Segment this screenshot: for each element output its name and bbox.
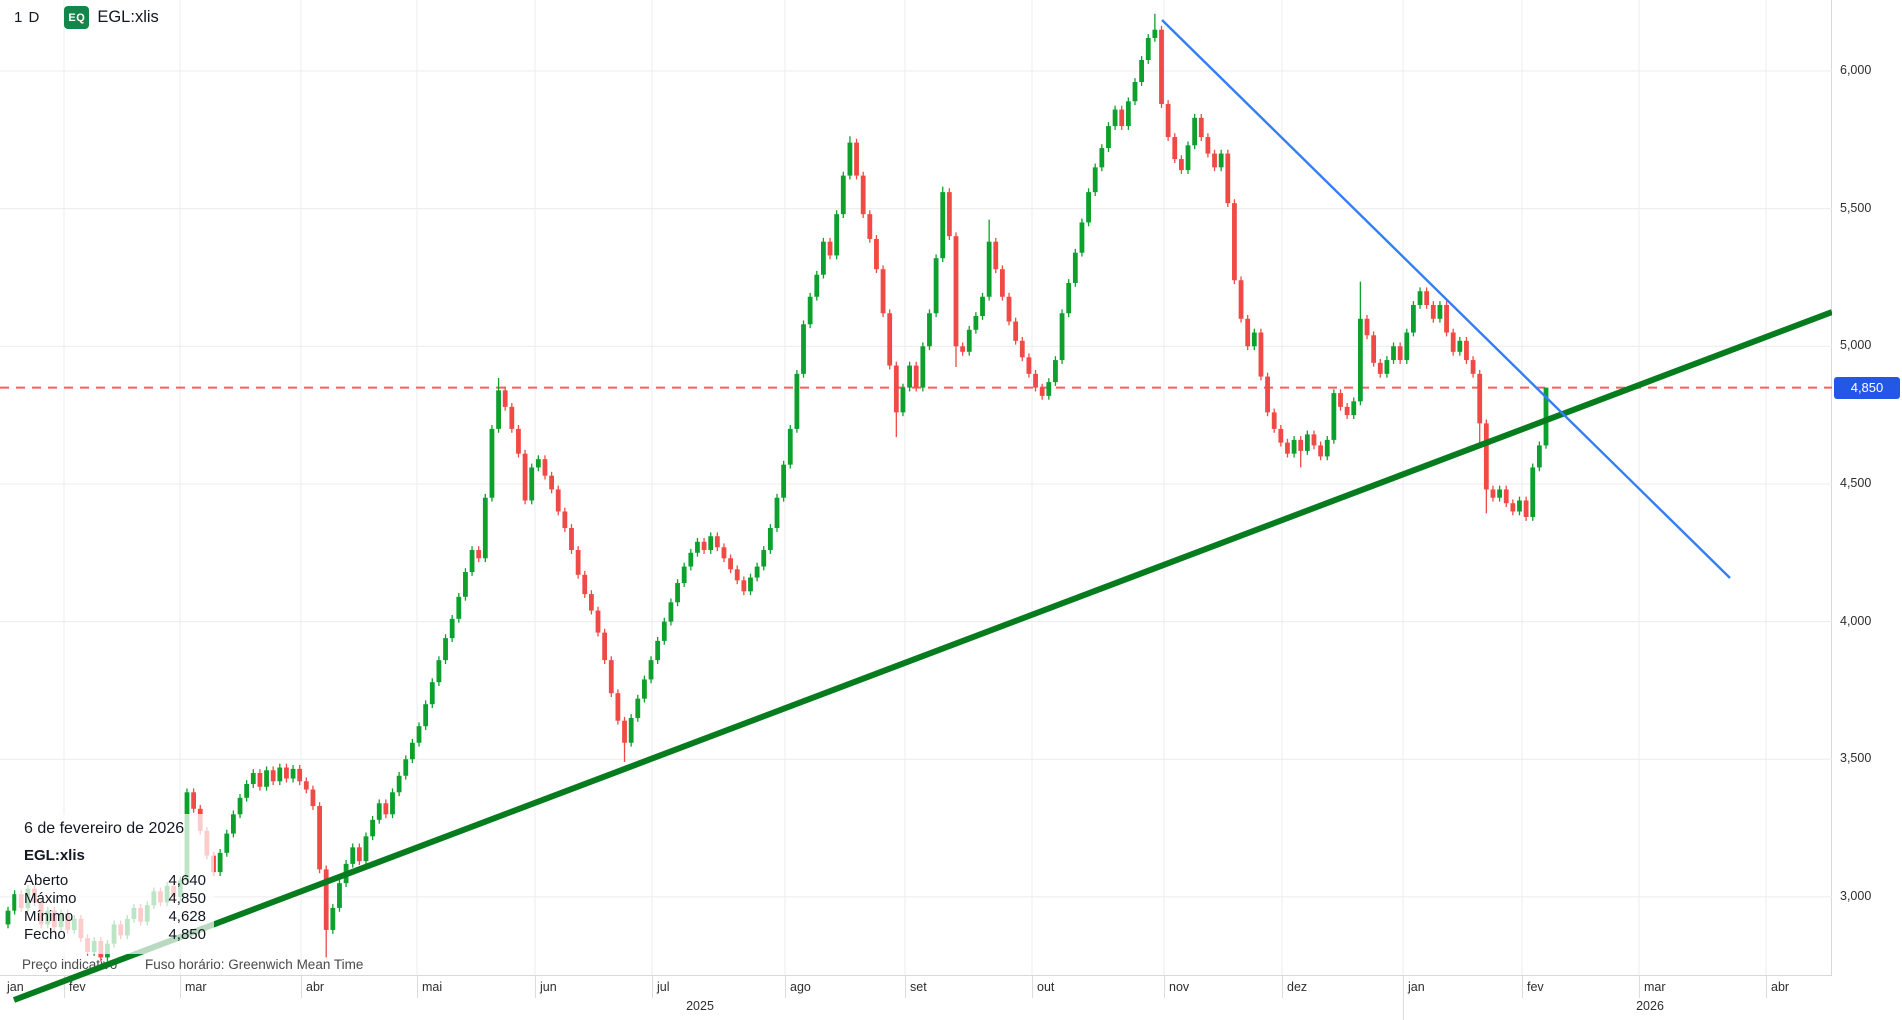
- price-axis[interactable]: 6,000 5,500 5,000 4,500 4,000 3,500 3,000: [1831, 0, 1902, 975]
- month-tick: [1522, 976, 1523, 998]
- month-tick: [785, 976, 786, 998]
- time-axis[interactable]: jan fev mar abr mai jun jul ago set out nov dez jan f…: [0, 975, 1832, 1020]
- gridlines: [0, 0, 1832, 975]
- month-tick: [1639, 976, 1640, 998]
- resistance-trendline[interactable]: [1161, 19, 1731, 579]
- high-label: Máximo: [24, 890, 77, 907]
- equity-type-badge: EQ: [64, 6, 90, 29]
- close-label: Fecho: [24, 926, 66, 943]
- price-tick-label: 6,000: [1840, 63, 1872, 77]
- panel-symbol: EGL:xlis: [24, 847, 85, 864]
- price-tick-label: 3,500: [1840, 751, 1872, 766]
- month-label: mai: [422, 980, 443, 994]
- crosshair-date: 6 de fevereiro de 2026: [24, 820, 185, 837]
- symbol-button[interactable]: EGL:xlis: [97, 8, 159, 26]
- price-tick-label: 4,000: [1840, 613, 1872, 628]
- month-label: fev: [69, 980, 86, 994]
- price-chart[interactable]: Preço indicativo Fuso horário: Greenwich …: [0, 0, 1832, 1020]
- price-tick-label: 4,500: [1840, 475, 1872, 490]
- year-tick: [1403, 998, 1404, 1020]
- month-tick: [301, 976, 302, 998]
- chart-footer: Preço indicativo Fuso horário: Greenwich …: [22, 957, 363, 972]
- month-tick: [1766, 976, 1767, 998]
- month-tick: [180, 976, 181, 998]
- support-trendline[interactable]: [12, 309, 1832, 1003]
- chart-toolbar: 1 D EQ EGL:xlis: [14, 6, 159, 29]
- candlestick-series: [5, 13, 1549, 962]
- month-label: dez: [1287, 980, 1308, 994]
- high-row: Máximo 4,850: [24, 890, 206, 908]
- month-label: nov: [1169, 980, 1190, 994]
- close-value: 4,850: [168, 926, 206, 943]
- price-tick-label: 5,500: [1840, 200, 1872, 215]
- month-tick: [1032, 976, 1033, 998]
- month-label: jun: [540, 980, 557, 994]
- year-label: 2025: [686, 999, 714, 1013]
- month-label: abr: [306, 980, 325, 994]
- month-label: jul: [657, 980, 670, 994]
- price-level-badge: 4,850: [1834, 376, 1900, 399]
- month-tick: [1403, 976, 1404, 998]
- month-label: abr: [1771, 980, 1790, 994]
- high-value: 4,850: [168, 890, 206, 907]
- month-tick: [1282, 976, 1283, 998]
- month-label: jan: [1408, 980, 1425, 994]
- price-tick-label: 5,000: [1840, 338, 1872, 353]
- open-row: Aberto 4,640: [24, 872, 206, 890]
- month-label: mar: [185, 980, 207, 994]
- timezone-button[interactable]: Fuso horário: Greenwich Mean Time: [145, 957, 363, 972]
- month-tick: [64, 976, 65, 998]
- open-label: Aberto: [24, 872, 69, 889]
- month-label: ago: [790, 980, 811, 994]
- ohlc-info-panel: 6 de fevereiro de 2026 EGL:xlis Aberto 4…: [16, 814, 214, 954]
- month-tick: [652, 976, 653, 998]
- month-label: jan: [7, 980, 24, 994]
- year-label: 2026: [1636, 999, 1664, 1013]
- price-tick-label: 3,000: [1840, 888, 1872, 903]
- month-tick: [417, 976, 418, 998]
- month-label: fev: [1527, 980, 1544, 994]
- low-label: Mínimo: [24, 908, 74, 925]
- month-tick: [1164, 976, 1165, 998]
- month-tick: [905, 976, 906, 998]
- month-label: mar: [1644, 980, 1666, 994]
- open-value: 4,640: [168, 872, 206, 889]
- month-label: out: [1037, 980, 1055, 994]
- timeframe-button[interactable]: 1 D: [14, 9, 41, 26]
- low-row: Mínimo 4,628: [24, 908, 206, 926]
- close-row: Fecho 4,850: [24, 926, 206, 944]
- low-value: 4,628: [168, 908, 206, 925]
- month-label: set: [910, 980, 927, 994]
- month-tick: [535, 976, 536, 998]
